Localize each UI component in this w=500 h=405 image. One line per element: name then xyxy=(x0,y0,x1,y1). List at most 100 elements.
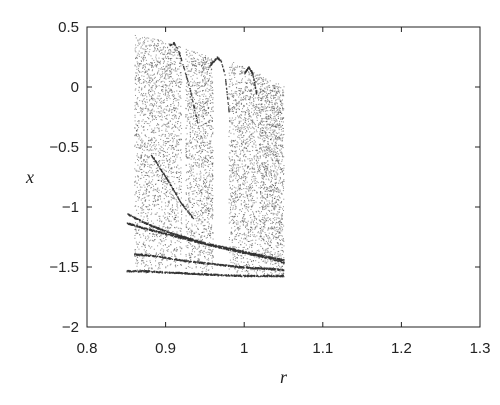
data-point xyxy=(140,63,142,65)
data-point xyxy=(267,250,269,252)
data-point xyxy=(174,70,176,72)
data-point xyxy=(254,182,256,184)
data-point xyxy=(159,160,161,162)
data-point xyxy=(134,237,136,239)
data-point xyxy=(233,174,235,176)
data-point xyxy=(138,91,140,93)
data-point xyxy=(233,108,235,110)
data-point xyxy=(245,265,247,267)
data-point xyxy=(254,93,256,95)
data-point xyxy=(175,46,177,48)
data-point xyxy=(170,89,172,91)
data-point xyxy=(137,170,139,172)
data-point xyxy=(155,167,157,169)
data-point xyxy=(179,185,181,187)
data-point xyxy=(173,171,175,173)
data-point xyxy=(171,204,173,206)
data-point xyxy=(186,207,188,209)
data-point xyxy=(258,93,260,95)
data-point xyxy=(192,193,194,195)
data-point xyxy=(242,246,244,248)
data-point xyxy=(266,125,268,127)
data-point xyxy=(188,200,190,202)
data-point xyxy=(177,220,179,222)
data-point xyxy=(168,227,170,229)
data-point xyxy=(163,154,165,156)
data-point xyxy=(194,120,196,122)
data-point xyxy=(172,51,174,53)
data-point xyxy=(177,127,179,129)
data-point xyxy=(271,148,273,150)
data-point xyxy=(202,268,204,270)
data-point xyxy=(134,168,136,170)
data-point xyxy=(169,71,171,73)
data-point xyxy=(174,61,176,63)
data-point xyxy=(152,94,154,96)
data-point xyxy=(210,134,212,136)
data-point xyxy=(260,232,262,234)
data-point xyxy=(260,89,262,91)
data-point xyxy=(164,185,166,187)
data-point xyxy=(233,193,235,195)
data-point xyxy=(196,92,198,94)
data-point xyxy=(238,198,240,200)
data-point xyxy=(193,127,195,129)
data-point xyxy=(208,225,210,227)
data-point xyxy=(162,183,164,185)
data-point xyxy=(141,138,143,140)
data-point xyxy=(254,217,256,219)
data-point xyxy=(186,54,188,56)
data-point xyxy=(229,80,231,82)
data-point xyxy=(244,117,246,119)
data-point xyxy=(169,98,171,100)
data-point xyxy=(203,156,205,158)
data-point xyxy=(165,235,167,237)
data-point xyxy=(243,151,245,153)
data-point xyxy=(170,59,172,61)
data-point xyxy=(263,162,265,164)
data-point xyxy=(176,220,178,222)
data-point xyxy=(158,142,160,144)
data-point xyxy=(235,201,237,203)
data-point xyxy=(256,192,258,194)
data-point xyxy=(151,103,153,105)
data-point xyxy=(191,155,193,157)
data-point xyxy=(155,44,157,46)
data-point xyxy=(169,209,171,211)
data-point xyxy=(146,183,148,185)
data-point xyxy=(189,157,191,159)
data-point xyxy=(262,128,264,130)
data-point xyxy=(202,85,204,87)
data-point xyxy=(136,102,138,104)
data-point xyxy=(186,171,188,173)
data-point xyxy=(245,171,247,173)
data-point xyxy=(243,105,245,107)
data-point xyxy=(195,178,197,180)
data-point xyxy=(248,240,250,242)
data-point xyxy=(209,140,211,142)
data-point xyxy=(251,126,253,128)
data-point xyxy=(136,182,138,184)
data-point xyxy=(260,197,262,199)
data-point xyxy=(171,189,173,191)
data-point xyxy=(201,121,203,123)
data-point xyxy=(153,74,155,76)
data-point xyxy=(241,188,243,190)
data-point xyxy=(246,225,248,227)
data-point xyxy=(177,201,179,203)
data-point xyxy=(155,54,157,56)
data-point xyxy=(210,136,212,138)
data-point xyxy=(189,183,191,185)
data-point xyxy=(231,156,233,158)
data-point xyxy=(194,65,196,67)
data-point xyxy=(242,168,244,170)
data-point xyxy=(257,156,259,158)
data-point xyxy=(172,46,174,48)
data-point xyxy=(140,263,142,265)
data-point xyxy=(136,124,138,126)
data-point xyxy=(144,231,146,233)
data-point xyxy=(248,89,250,91)
data-point xyxy=(244,87,246,89)
data-point xyxy=(173,49,175,51)
data-point xyxy=(199,119,201,121)
